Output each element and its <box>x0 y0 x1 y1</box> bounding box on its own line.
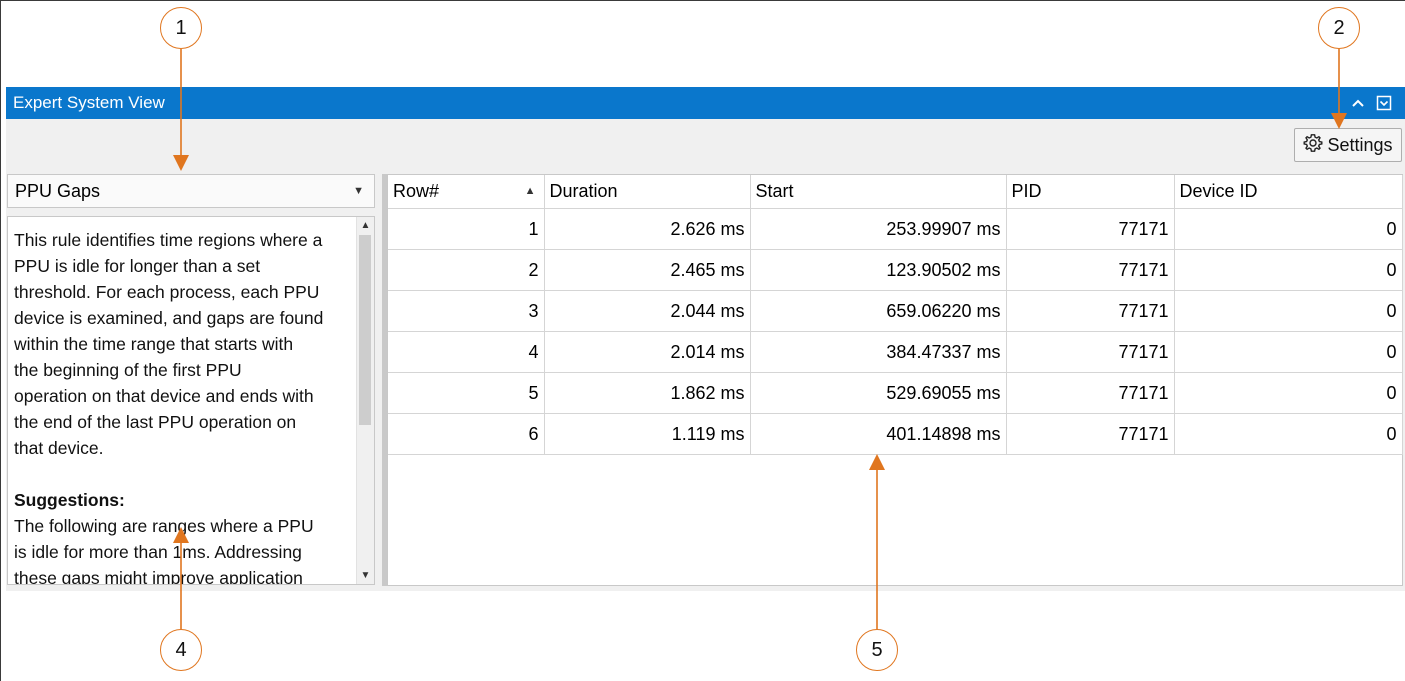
cell-duration: 2.465 ms <box>544 249 751 291</box>
panel-titlebar: Expert System View <box>6 87 1405 119</box>
cell-row: 1 <box>388 208 545 250</box>
callout-1: 1 <box>160 7 202 49</box>
rule-description-text: This rule identifies time regions where … <box>14 227 352 585</box>
table-header-row: Row# ▲ Duration Start PID Device ID <box>388 175 1403 209</box>
description-line: operation on that device and ends with <box>14 386 314 406</box>
scroll-thumb[interactable] <box>359 235 371 425</box>
suggestion-line: The following are ranges where a PPU <box>14 516 314 536</box>
description-line: threshold. For each process, each PPU <box>14 282 320 302</box>
cell-duration: 2.626 ms <box>544 208 751 250</box>
table-row[interactable]: 6 1.119 ms 401.14898 ms 77171 0 <box>388 413 1403 455</box>
cell-device-id: 0 <box>1174 249 1403 291</box>
table-row[interactable]: 2 2.465 ms 123.90502 ms 77171 0 <box>388 249 1403 291</box>
cell-device-id: 0 <box>1174 331 1403 373</box>
cell-start: 659.06220 ms <box>750 290 1007 332</box>
cell-start: 401.14898 ms <box>750 413 1007 455</box>
settings-button[interactable]: Settings <box>1294 128 1402 162</box>
description-line: within the time range that starts with <box>14 334 294 354</box>
column-header-start[interactable]: Start <box>750 175 1007 209</box>
suggestion-line: these gaps might improve application <box>14 568 303 585</box>
cell-pid: 77171 <box>1006 290 1175 332</box>
chevron-up-icon[interactable] <box>1349 94 1367 112</box>
rule-select-dropdown[interactable]: PPU Gaps ▼ <box>7 174 375 208</box>
description-line: PPU is idle for longer than a set <box>14 256 261 276</box>
cell-start: 384.47337 ms <box>750 331 1007 373</box>
expert-system-view-panel: Expert System View Settings PPU Gaps ▼ T… <box>6 87 1405 591</box>
table-row[interactable]: 4 2.014 ms 384.47337 ms 77171 0 <box>388 331 1403 373</box>
cell-start: 253.99907 ms <box>750 208 1007 250</box>
cell-device-id: 0 <box>1174 413 1403 455</box>
results-table: Row# ▲ Duration Start PID Device ID 1 2.6… <box>387 174 1403 586</box>
cell-pid: 77171 <box>1006 249 1175 291</box>
cell-pid: 77171 <box>1006 413 1175 455</box>
description-line: This rule identifies time regions where … <box>14 230 323 250</box>
frame-top-border <box>0 0 1405 1</box>
callout-5: 5 <box>856 629 898 671</box>
cell-duration: 1.119 ms <box>544 413 751 455</box>
cell-device-id: 0 <box>1174 208 1403 250</box>
column-header-duration[interactable]: Duration <box>544 175 751 209</box>
suggestion-line: is idle for more than 1ms. Addressing <box>14 542 302 562</box>
cell-start: 123.90502 ms <box>750 249 1007 291</box>
cell-pid: 77171 <box>1006 331 1175 373</box>
cell-row: 5 <box>388 372 545 414</box>
cell-start: 529.69055 ms <box>750 372 1007 414</box>
cell-duration: 2.014 ms <box>544 331 751 373</box>
sort-ascending-icon: ▲ <box>524 185 536 197</box>
description-line: that device. <box>14 438 104 458</box>
suggestions-heading: Suggestions: <box>14 490 125 510</box>
table-row[interactable]: 3 2.044 ms 659.06220 ms 77171 0 <box>388 290 1403 332</box>
caret-down-icon: ▼ <box>353 185 364 197</box>
table-row[interactable]: 1 2.626 ms 253.99907 ms 77171 0 <box>388 208 1403 250</box>
column-header-device-id[interactable]: Device ID <box>1174 175 1403 209</box>
cell-device-id: 0 <box>1174 290 1403 332</box>
cell-row: 4 <box>388 331 545 373</box>
description-scrollbar[interactable]: ▲ ▼ <box>356 217 374 584</box>
rule-select-value: PPU Gaps <box>15 181 101 201</box>
table-row[interactable]: 5 1.862 ms 529.69055 ms 77171 0 <box>388 372 1403 414</box>
dropdown-box-icon[interactable] <box>1375 94 1393 112</box>
cell-pid: 77171 <box>1006 208 1175 250</box>
scroll-up-icon[interactable]: ▲ <box>360 220 371 231</box>
scroll-down-icon[interactable]: ▼ <box>360 570 371 581</box>
column-header-pid[interactable]: PID <box>1006 175 1175 209</box>
column-header-row[interactable]: Row# ▲ <box>388 175 545 209</box>
cell-duration: 1.862 ms <box>544 372 751 414</box>
cell-pid: 77171 <box>1006 372 1175 414</box>
cell-row: 6 <box>388 413 545 455</box>
cell-row: 2 <box>388 249 545 291</box>
cell-duration: 2.044 ms <box>544 290 751 332</box>
gear-icon <box>1303 133 1323 158</box>
paragraph-gap <box>14 461 352 487</box>
callout-4: 4 <box>160 629 202 671</box>
pane-splitter[interactable] <box>382 174 387 586</box>
cell-device-id: 0 <box>1174 372 1403 414</box>
frame-left-border <box>0 0 1 681</box>
settings-label: Settings <box>1327 134 1393 155</box>
panel-title: Expert System View <box>13 93 165 112</box>
description-line: device is examined, and gaps are found <box>14 308 324 328</box>
description-line: the beginning of the first PPU <box>14 360 242 380</box>
rule-description-box[interactable]: This rule identifies time regions where … <box>7 216 375 585</box>
cell-row: 3 <box>388 290 545 332</box>
description-line: the end of the last PPU operation on <box>14 412 297 432</box>
callout-2: 2 <box>1318 7 1360 49</box>
